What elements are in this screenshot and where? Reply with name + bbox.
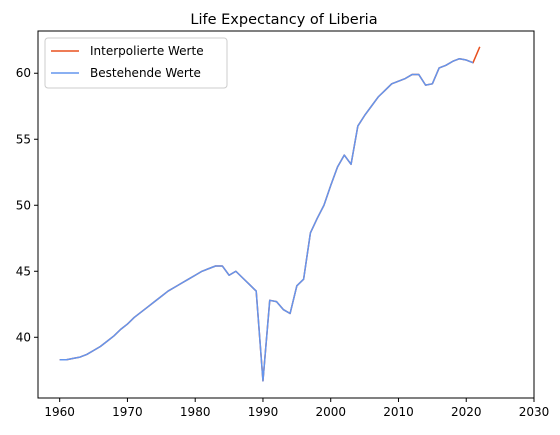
x-tick-label: 2020: [451, 405, 482, 419]
chart-title: Life Expectancy of Liberia: [190, 12, 377, 28]
x-tick-label: 1970: [112, 405, 143, 419]
y-tick-label: 60: [16, 66, 31, 80]
x-tick-label: 1990: [248, 405, 279, 419]
y-tick-label: 45: [16, 264, 31, 278]
y-tick-label: 50: [16, 198, 31, 212]
x-tick-label: 2030: [519, 405, 550, 419]
x-tick-label: 1980: [180, 405, 211, 419]
series-line-interpolated: [59, 46, 481, 382]
legend-label-existing: Bestehende Werte: [90, 66, 201, 80]
y-axis: 40 45 50 55 60: [16, 66, 38, 344]
x-axis: 1960 1970 1980 1990 2000 2010 2020 2030: [44, 398, 549, 419]
x-tick-label: 1960: [44, 405, 75, 419]
x-tick-label: 2010: [383, 405, 414, 419]
series-line-existing: [59, 57, 474, 382]
series-layer: [59, 46, 481, 382]
x-tick-label: 2000: [315, 405, 346, 419]
y-tick-label: 40: [16, 330, 31, 344]
legend-label-interpolated: Interpolierte Werte: [90, 44, 204, 58]
legend: Interpolierte Werte Bestehende Werte: [44, 37, 228, 89]
legend-box: [44, 37, 228, 89]
y-tick-label: 55: [16, 132, 31, 146]
plot-frame: [37, 30, 535, 399]
